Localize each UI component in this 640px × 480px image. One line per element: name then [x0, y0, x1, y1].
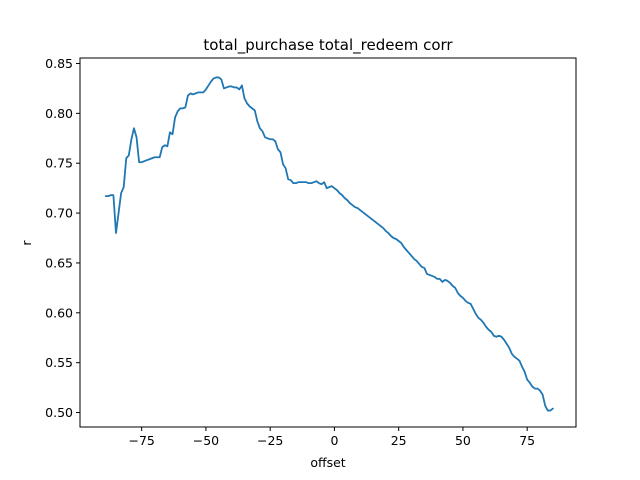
- x-tick-label: −75: [128, 433, 154, 448]
- x-axis-label: offset: [310, 455, 345, 470]
- series-layer: [104, 76, 554, 412]
- y-tick-label: 0.75: [45, 156, 73, 171]
- chart-title: total_purchase total_redeem corr: [203, 36, 453, 55]
- y-tick-label: 0.50: [45, 405, 73, 420]
- y-tick-label: 0.65: [45, 255, 73, 270]
- x-tick-label: 75: [519, 433, 535, 448]
- plot-frame: [79, 57, 577, 428]
- x-tick-label: 0: [330, 433, 338, 448]
- y-tick-label: 0.60: [45, 305, 73, 320]
- x-tick-label: 25: [391, 433, 407, 448]
- y-tick-label: 0.80: [45, 106, 73, 121]
- y-axis-label: r: [19, 240, 34, 246]
- series-line-corr: [104, 76, 554, 412]
- y-axis: 0.50 0.55 0.60 0.65 0.70 0.75 0.80 0.85: [45, 56, 80, 420]
- y-tick-label: 0.55: [45, 355, 73, 370]
- y-tick-label: 0.70: [45, 206, 73, 221]
- x-tick-label: −50: [193, 433, 219, 448]
- x-axis: −75 −50 −25 0 25 50 75: [128, 427, 535, 448]
- y-tick-label: 0.85: [45, 56, 73, 71]
- x-tick-label: 50: [455, 433, 471, 448]
- x-tick-label: −25: [257, 433, 283, 448]
